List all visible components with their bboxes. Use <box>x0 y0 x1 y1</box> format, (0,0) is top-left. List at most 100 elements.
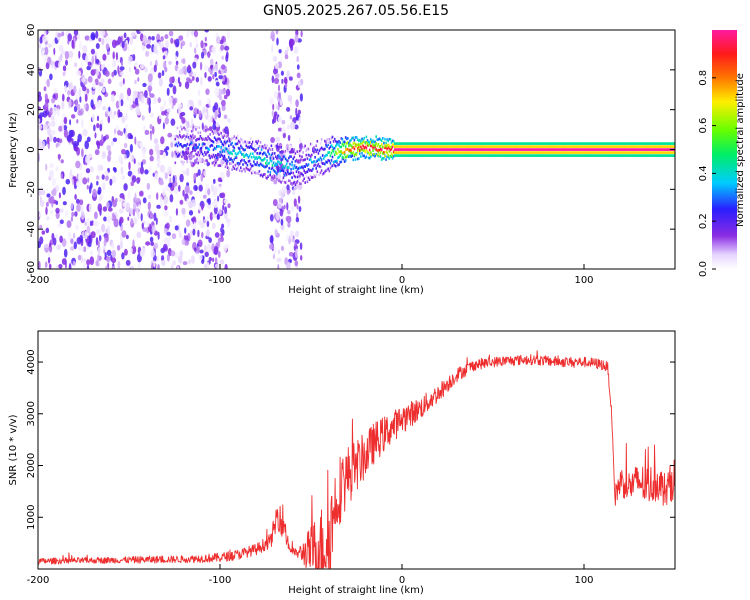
spectrogram-ridge-cell <box>580 154 583 157</box>
spectrogram-ridge-cell <box>193 146 195 149</box>
spectrogram-scatter-point <box>189 190 193 195</box>
spectrogram-scatter-point <box>153 242 159 249</box>
spectrogram-scatter-point <box>74 62 78 68</box>
spectrogram-ridge-cell <box>351 145 353 149</box>
spectrogram-ridge-cell <box>648 148 650 151</box>
spectrogram-ridge-cell <box>237 161 240 165</box>
spectrogram-ridge-cell <box>296 168 299 171</box>
spectrogram-ridge-cell <box>593 154 596 157</box>
spectrogram-ridge-cell <box>181 160 183 163</box>
spectrogram-scatter-point <box>290 38 295 47</box>
spectrogram-ridge-cell <box>438 151 441 154</box>
spectrogram-ridge-cell <box>266 159 268 162</box>
spectrogram-ridge-cell <box>226 149 229 153</box>
spectrogram-ridge-cell <box>321 172 324 176</box>
spectrogram-ridge-cell <box>197 137 199 141</box>
spectrogram-ridge-cell <box>648 151 650 154</box>
spectrogram-ridge-cell <box>424 151 427 154</box>
spectrogram-ridge-cell <box>519 151 522 154</box>
spectrogram-scatter-point <box>222 204 225 211</box>
spectrogram-ridge-cell <box>267 175 269 178</box>
spectrogram-ridge-cell <box>665 151 668 154</box>
spectrogram-ridge-cell <box>620 145 622 148</box>
spectrogram-scatter-point <box>203 125 208 133</box>
spectrogram-ridge-cell <box>575 151 577 154</box>
spectrogram-ridge-cell <box>470 151 472 154</box>
spectrogram-scatter-point <box>95 43 100 49</box>
spectrogram-scatter-point <box>128 265 135 269</box>
spectrogram-ridge-cell <box>586 154 588 157</box>
spectrogram-ridge-cell <box>561 142 563 145</box>
spectrogram-ridge-cell <box>404 145 407 148</box>
spectrogram-scatter-point <box>149 236 154 243</box>
spectrogram-ridge-cell <box>466 148 468 151</box>
spectrogram-ridge-cell <box>510 148 513 151</box>
spectrogram-ridge-cell <box>415 154 418 157</box>
spectrogram-ridge-cell <box>527 142 529 145</box>
spectrogram-scatter-point <box>157 263 160 269</box>
spectrogram-ridge-cell <box>206 159 208 162</box>
spectrogram-ridge-cell <box>197 151 199 154</box>
spectrogram-ridge-cell <box>544 142 547 145</box>
spectrogram-ridge-cell <box>622 142 624 145</box>
spectrogram-ridge-cell <box>247 145 250 149</box>
spectrogram-y-tick-label: 20 <box>26 103 37 116</box>
spectrogram-ridge-cell <box>523 142 526 145</box>
spectrogram-ridge-cell <box>344 136 347 139</box>
spectrogram-ridge-cell <box>533 148 536 151</box>
spectrogram-ridge-cell <box>518 148 521 151</box>
spectrogram-scatter-point <box>288 251 294 257</box>
spectrogram-ridge-cell <box>254 157 256 160</box>
spectrogram-ridge-cell <box>532 154 535 157</box>
spectrogram-ridge-cell <box>660 145 662 148</box>
spectrogram-ridge-cell <box>255 140 257 143</box>
spectrogram-scatter-point <box>122 78 125 85</box>
spectrogram-ridge-cell <box>648 142 650 145</box>
spectrogram-ridge-cell <box>606 148 609 151</box>
spectrogram-ridge-cell <box>300 182 302 186</box>
spectrogram-scatter-point <box>127 190 131 200</box>
spectrogram-ridge-cell <box>508 145 511 148</box>
spectrogram-scatter-point <box>121 40 125 49</box>
spectrogram-ridge-cell <box>281 169 284 172</box>
spectrogram-ridge-cell <box>223 161 226 164</box>
spectrogram-ridge-cell <box>283 174 286 177</box>
spectrogram-scatter-point <box>41 230 46 235</box>
spectrogram-ridge-cell <box>533 151 536 154</box>
spectrogram-scatter-point <box>287 94 293 102</box>
colorbar-tick-label: 0.4 <box>698 165 709 181</box>
spectrogram-scatter-point <box>71 114 76 119</box>
spectrogram-scatter-point <box>190 255 195 264</box>
spectrogram-scatter-point <box>50 209 53 215</box>
spectrogram-ridge-cell <box>515 148 517 151</box>
spectrogram-scatter-point <box>217 239 221 248</box>
spectrogram-scatter-point <box>271 110 274 117</box>
spectrogram-scatter-point <box>221 223 225 229</box>
spectrogram-ridge-cell <box>650 142 653 145</box>
spectrogram-ridge-cell <box>584 148 586 151</box>
spectrogram-ridge-cell <box>578 151 581 154</box>
spectrogram-ridge-cell <box>613 145 616 148</box>
spectrogram-ridge-cell <box>400 154 403 157</box>
spectrogram-ridge-cell <box>610 154 612 157</box>
spectrogram-ridge-cell <box>445 142 447 145</box>
spectrogram-ridge-cell <box>390 155 393 159</box>
spectrogram-scatter-point <box>142 45 146 51</box>
spectrogram-scatter-point <box>98 234 102 242</box>
spectrogram-scatter-point <box>148 194 152 199</box>
spectrogram-scatter-point <box>206 220 210 228</box>
spectrogram-scatter-point <box>99 165 104 171</box>
spectrogram-scatter-point <box>83 246 87 253</box>
spectrogram-ridge-cell <box>474 154 477 157</box>
spectrogram-ridge-cell <box>259 162 262 166</box>
spectrogram-ridge-cell <box>563 145 565 148</box>
spectrogram-ridge-cell <box>308 158 311 162</box>
spectrogram-scatter-point <box>176 265 180 269</box>
spectrogram-ridge-cell <box>332 160 335 164</box>
spectrogram-ridge-cell <box>665 145 668 148</box>
spectrogram-ridge-cell <box>383 151 385 154</box>
spectrogram-scatter-point <box>95 228 101 235</box>
spectrogram-scatter-point <box>213 200 218 209</box>
spectrogram-scatter-point <box>296 204 299 210</box>
spectrogram-ridge-cell <box>397 145 399 148</box>
